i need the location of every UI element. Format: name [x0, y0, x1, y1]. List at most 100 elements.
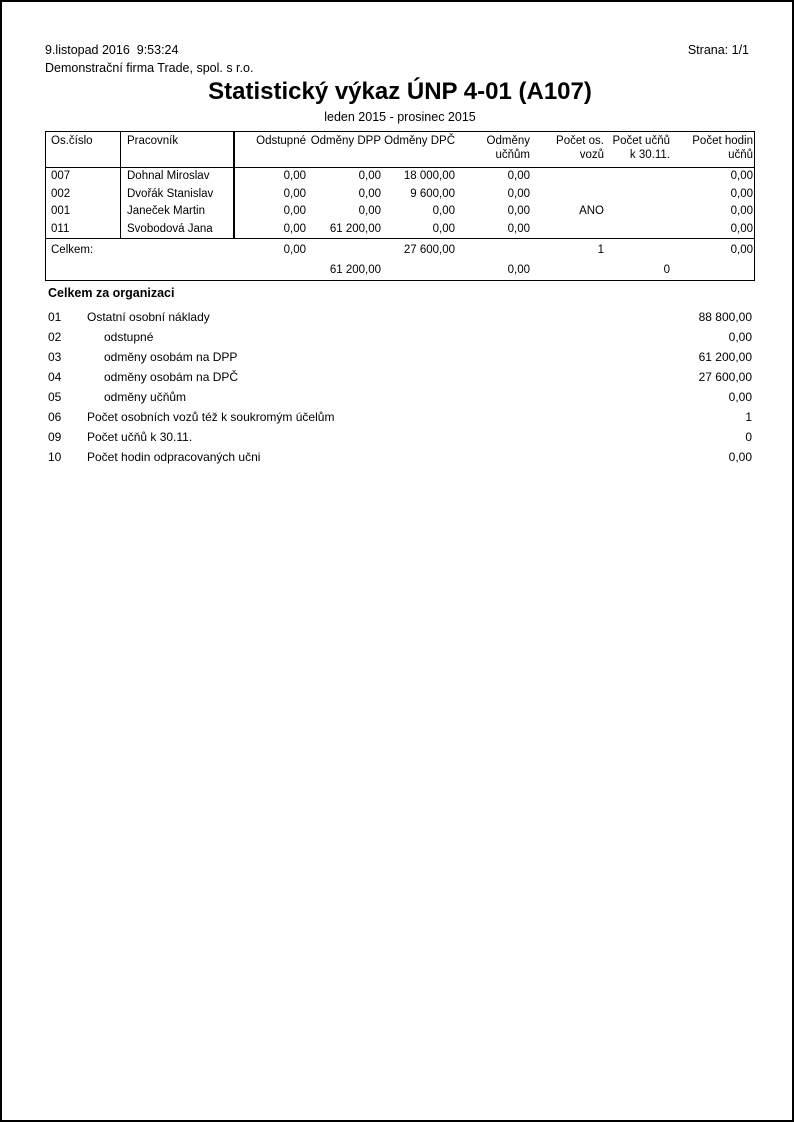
summary-item: 05 odměny učňům 0,00: [45, 387, 755, 407]
empty-cell: [46, 260, 235, 280]
cell-odmeny-dpp: 0,00: [358, 205, 381, 217]
column-header-pocet-os-vozu: Počet os. vozů: [556, 135, 604, 161]
cell-odmeny-ucnum: 0,00: [507, 205, 530, 217]
summary-item: 09 Počet učňů k 30.11. 0: [45, 427, 755, 447]
organization-summary: Celkem za organizaci 01 Ostatní osobní n…: [45, 286, 755, 467]
report-table: Os.číslo Pracovník Odstupné Odměny DPP O…: [45, 131, 755, 281]
cell-odmeny-dpp: 61 200,00: [329, 222, 381, 235]
cell-pocet-hodin: 0,00: [730, 222, 753, 235]
summary-item-label: odstupné: [104, 330, 154, 344]
summary-item-code: 06: [48, 410, 62, 424]
summary-item-value: 61 200,00: [698, 350, 752, 364]
summary-item-label: odměny učňům: [104, 390, 187, 404]
column-header-odstupne: Odstupné: [256, 135, 306, 147]
cell-odstupne: 0,00: [283, 205, 306, 217]
cell-pocet-ucnu: [607, 203, 673, 221]
summary-item-value: 88 800,00: [698, 310, 752, 324]
table-totals: Celkem: 0,00 27 600,00 1 0,00 61 200,00 …: [46, 238, 754, 280]
cell-os-cislo: 007: [46, 168, 121, 186]
report-datetime: 9.listopad 2016 9:53:24: [45, 43, 179, 57]
column-header-odmeny-dpc: Odměny DPČ: [384, 135, 455, 147]
summary-item-value: 0,00: [728, 390, 752, 404]
empty-cell: [384, 260, 458, 280]
cell-pocet-hodin: 0,00: [730, 205, 753, 217]
table-row: 011 Svobodová Jana 0,00 61 200,00 0,00 0…: [46, 220, 754, 239]
cell-pocet-hodin: 0,00: [730, 170, 753, 182]
summary-item-code: 09: [48, 430, 62, 444]
cell-pocet-os-vozu: ANO: [579, 205, 604, 217]
total-odmeny-dpc: 27 600,00: [403, 244, 455, 256]
table-row: 002 Dvořák Stanislav 0,00 0,00 9 600,00 …: [46, 185, 754, 204]
cell-odmeny-dpp: 0,00: [358, 170, 381, 182]
summary-items: 01 Ostatní osobní náklady 88 800,00 02 o…: [45, 307, 755, 467]
cell-pocet-ucnu: [607, 221, 673, 239]
cell-pocet-os-vozu: [533, 168, 607, 186]
cell-odmeny-dpp: 0,00: [358, 187, 381, 200]
totals-line-2: 61 200,00 0,00 0: [46, 260, 754, 280]
summary-item-label: Počet hodin odpracovaných učni: [87, 450, 261, 464]
report-period: leden 2015 - prosinec 2015: [324, 110, 476, 124]
cell-pracovnik: Dvořák Stanislav: [121, 185, 235, 203]
report-title: Statistický výkaz ÚNP 4-01 (A107): [208, 78, 592, 105]
total-pocet-os-vozu: 1: [597, 244, 604, 256]
column-header-os-cislo: Os.číslo: [46, 132, 121, 167]
column-header-odmeny-ucnum: Odměny učňům: [486, 135, 530, 161]
cell-os-cislo: 001: [46, 203, 121, 221]
cell-odmeny-dpc: 18 000,00: [403, 170, 455, 182]
cell-odmeny-dpc: 9 600,00: [410, 187, 455, 200]
column-header-pracovnik: Pracovník: [121, 132, 235, 167]
summary-item-label: Ostatní osobní náklady: [87, 310, 210, 324]
cell-pocet-os-vozu: [533, 186, 607, 204]
summary-item-value: 0,00: [728, 450, 752, 464]
cell-odstupne: 0,00: [283, 187, 306, 200]
total-odmeny-dpp: 61 200,00: [329, 264, 381, 276]
summary-item-value: 0,00: [728, 330, 752, 344]
cell-pracovnik: Janeček Martin: [121, 203, 235, 221]
cell-odstupne: 0,00: [283, 170, 306, 182]
empty-cell: [235, 260, 309, 280]
summary-item-label: Počet osobních vozů též k soukromým účel…: [87, 410, 335, 424]
summary-heading: Celkem za organizaci: [48, 286, 175, 300]
cell-odmeny-ucnum: 0,00: [507, 222, 530, 235]
cell-pracovnik: Dohnal Miroslav: [121, 168, 235, 186]
column-header-pocet-ucnu: Počet učňů k 30.11.: [612, 135, 670, 161]
summary-item-value: 0: [745, 430, 752, 444]
report-header-line: 9.listopad 2016 9:53:24 Strana: 1/1: [45, 41, 755, 59]
summary-item-code: 03: [48, 350, 62, 364]
table-row: 007 Dohnal Miroslav 0,00 0,00 18 000,00 …: [46, 168, 754, 186]
summary-item-code: 10: [48, 450, 62, 464]
table-row: 001 Janeček Martin 0,00 0,00 0,00 0,00 A…: [46, 203, 754, 221]
column-header-odmeny-dpp: Odměny DPP: [310, 135, 381, 147]
summary-item: 10 Počet hodin odpracovaných učni 0,00: [45, 447, 755, 467]
summary-item-label: Počet učňů k 30.11.: [87, 430, 193, 444]
summary-item: 01 Ostatní osobní náklady 88 800,00: [45, 307, 755, 327]
cell-odmeny-ucnum: 0,00: [507, 187, 530, 200]
summary-item: 02 odstupné 0,00: [45, 327, 755, 347]
total-pocet-hodin: 0,00: [730, 244, 753, 256]
empty-cell: [673, 260, 756, 280]
cell-pocet-ucnu: [607, 186, 673, 204]
empty-cell: [309, 240, 384, 260]
cell-odmeny-dpc: 0,00: [432, 205, 455, 217]
company-name: Demonstrační firma Trade, spol. s r.o.: [45, 61, 254, 75]
summary-item-code: 01: [48, 310, 62, 324]
cell-odmeny-ucnum: 0,00: [507, 170, 530, 182]
cell-pracovnik: Svobodová Jana: [121, 220, 235, 238]
summary-item-code: 05: [48, 390, 62, 404]
cell-pocet-hodin: 0,00: [730, 187, 753, 200]
cell-odstupne: 0,00: [283, 222, 306, 235]
report-document: 9.listopad 2016 9:53:24 Strana: 1/1 Demo…: [2, 2, 792, 467]
total-pocet-ucnu: 0: [663, 264, 670, 276]
summary-item-label: odměny osobám na DPČ: [104, 370, 239, 384]
cell-odmeny-dpc: 0,00: [432, 222, 455, 235]
total-odmeny-ucnum: 0,00: [507, 264, 530, 276]
summary-item: 06 Počet osobních vozů též k soukromým ú…: [45, 407, 755, 427]
empty-cell: [458, 240, 533, 260]
column-header-pocet-hodin: Počet hodin učňů: [692, 135, 753, 161]
cell-pocet-ucnu: [607, 168, 673, 186]
summary-item-code: 04: [48, 370, 62, 384]
page-number: Strana: 1/1: [687, 43, 749, 57]
total-odstupne: 0,00: [283, 244, 306, 256]
totals-line-1: Celkem: 0,00 27 600,00 1 0,00: [46, 240, 754, 260]
